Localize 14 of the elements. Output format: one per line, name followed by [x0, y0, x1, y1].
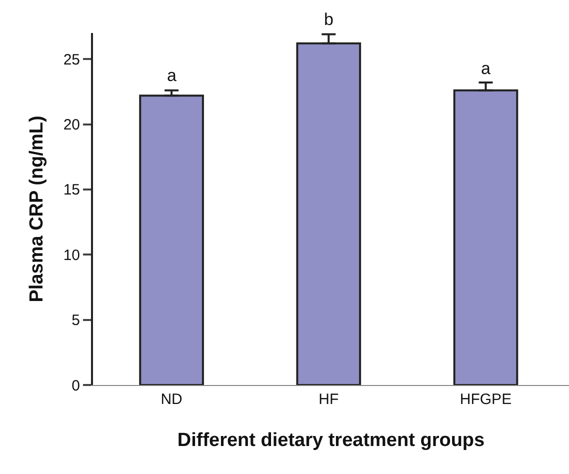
y-axis-title: Plasma CRP (ng/mL) — [26, 116, 48, 302]
y-tick-label: 20 — [63, 116, 80, 134]
y-tick-label: 10 — [63, 246, 80, 264]
y-tick-label: 15 — [63, 182, 80, 199]
annotation: a — [167, 66, 177, 85]
x-tick-label: ND — [160, 391, 183, 408]
annotation: a — [481, 59, 491, 78]
y-tick-label: 0 — [72, 377, 80, 394]
x-axis-title: Different dietary treatment groups — [177, 430, 485, 451]
y-tick-label: 5 — [72, 312, 80, 330]
annotation: b — [324, 10, 334, 29]
x-tick-label: HFGPE — [460, 391, 512, 408]
x-tick-label: HF — [318, 391, 339, 408]
y-tick-label: 25 — [63, 51, 80, 68]
